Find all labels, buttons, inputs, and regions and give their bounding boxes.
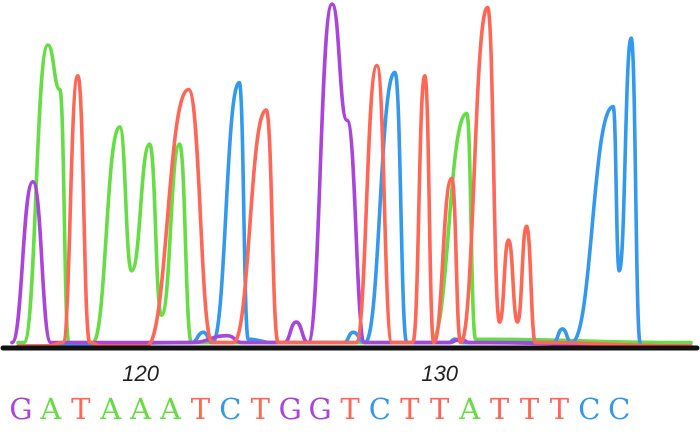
position-ticks: 120 130 xyxy=(122,361,459,386)
basecall-127: T xyxy=(340,392,360,426)
basecall-135: C xyxy=(578,392,600,426)
basecall-133: T xyxy=(520,392,540,426)
position-label-120: 120 xyxy=(122,361,159,386)
basecall-125: G xyxy=(279,392,302,426)
basecall-124: T xyxy=(251,392,271,426)
basecall-121: A xyxy=(159,392,182,426)
basecall-136: C xyxy=(608,392,630,426)
basecall-134: T xyxy=(550,392,570,426)
basecall-123: C xyxy=(219,392,241,426)
trace-layer xyxy=(10,2,693,348)
trace-G xyxy=(10,2,693,348)
basecall-130: T xyxy=(430,392,450,426)
basecall-118: T xyxy=(71,392,91,426)
position-label-130: 130 xyxy=(421,361,458,386)
trace-A xyxy=(16,43,693,345)
basecall-122: T xyxy=(191,392,211,426)
basecall-116: G xyxy=(9,392,32,426)
basecall-128: C xyxy=(369,392,391,426)
basecall-120: A xyxy=(129,392,152,426)
basecall-119: A xyxy=(99,392,122,426)
basecall-131: A xyxy=(458,392,481,426)
trace-C xyxy=(16,36,642,348)
basecall-129: T xyxy=(400,392,420,426)
basecall-132: T xyxy=(490,392,510,426)
basecall-126: G xyxy=(309,392,332,426)
basecall-117: A xyxy=(39,392,62,426)
